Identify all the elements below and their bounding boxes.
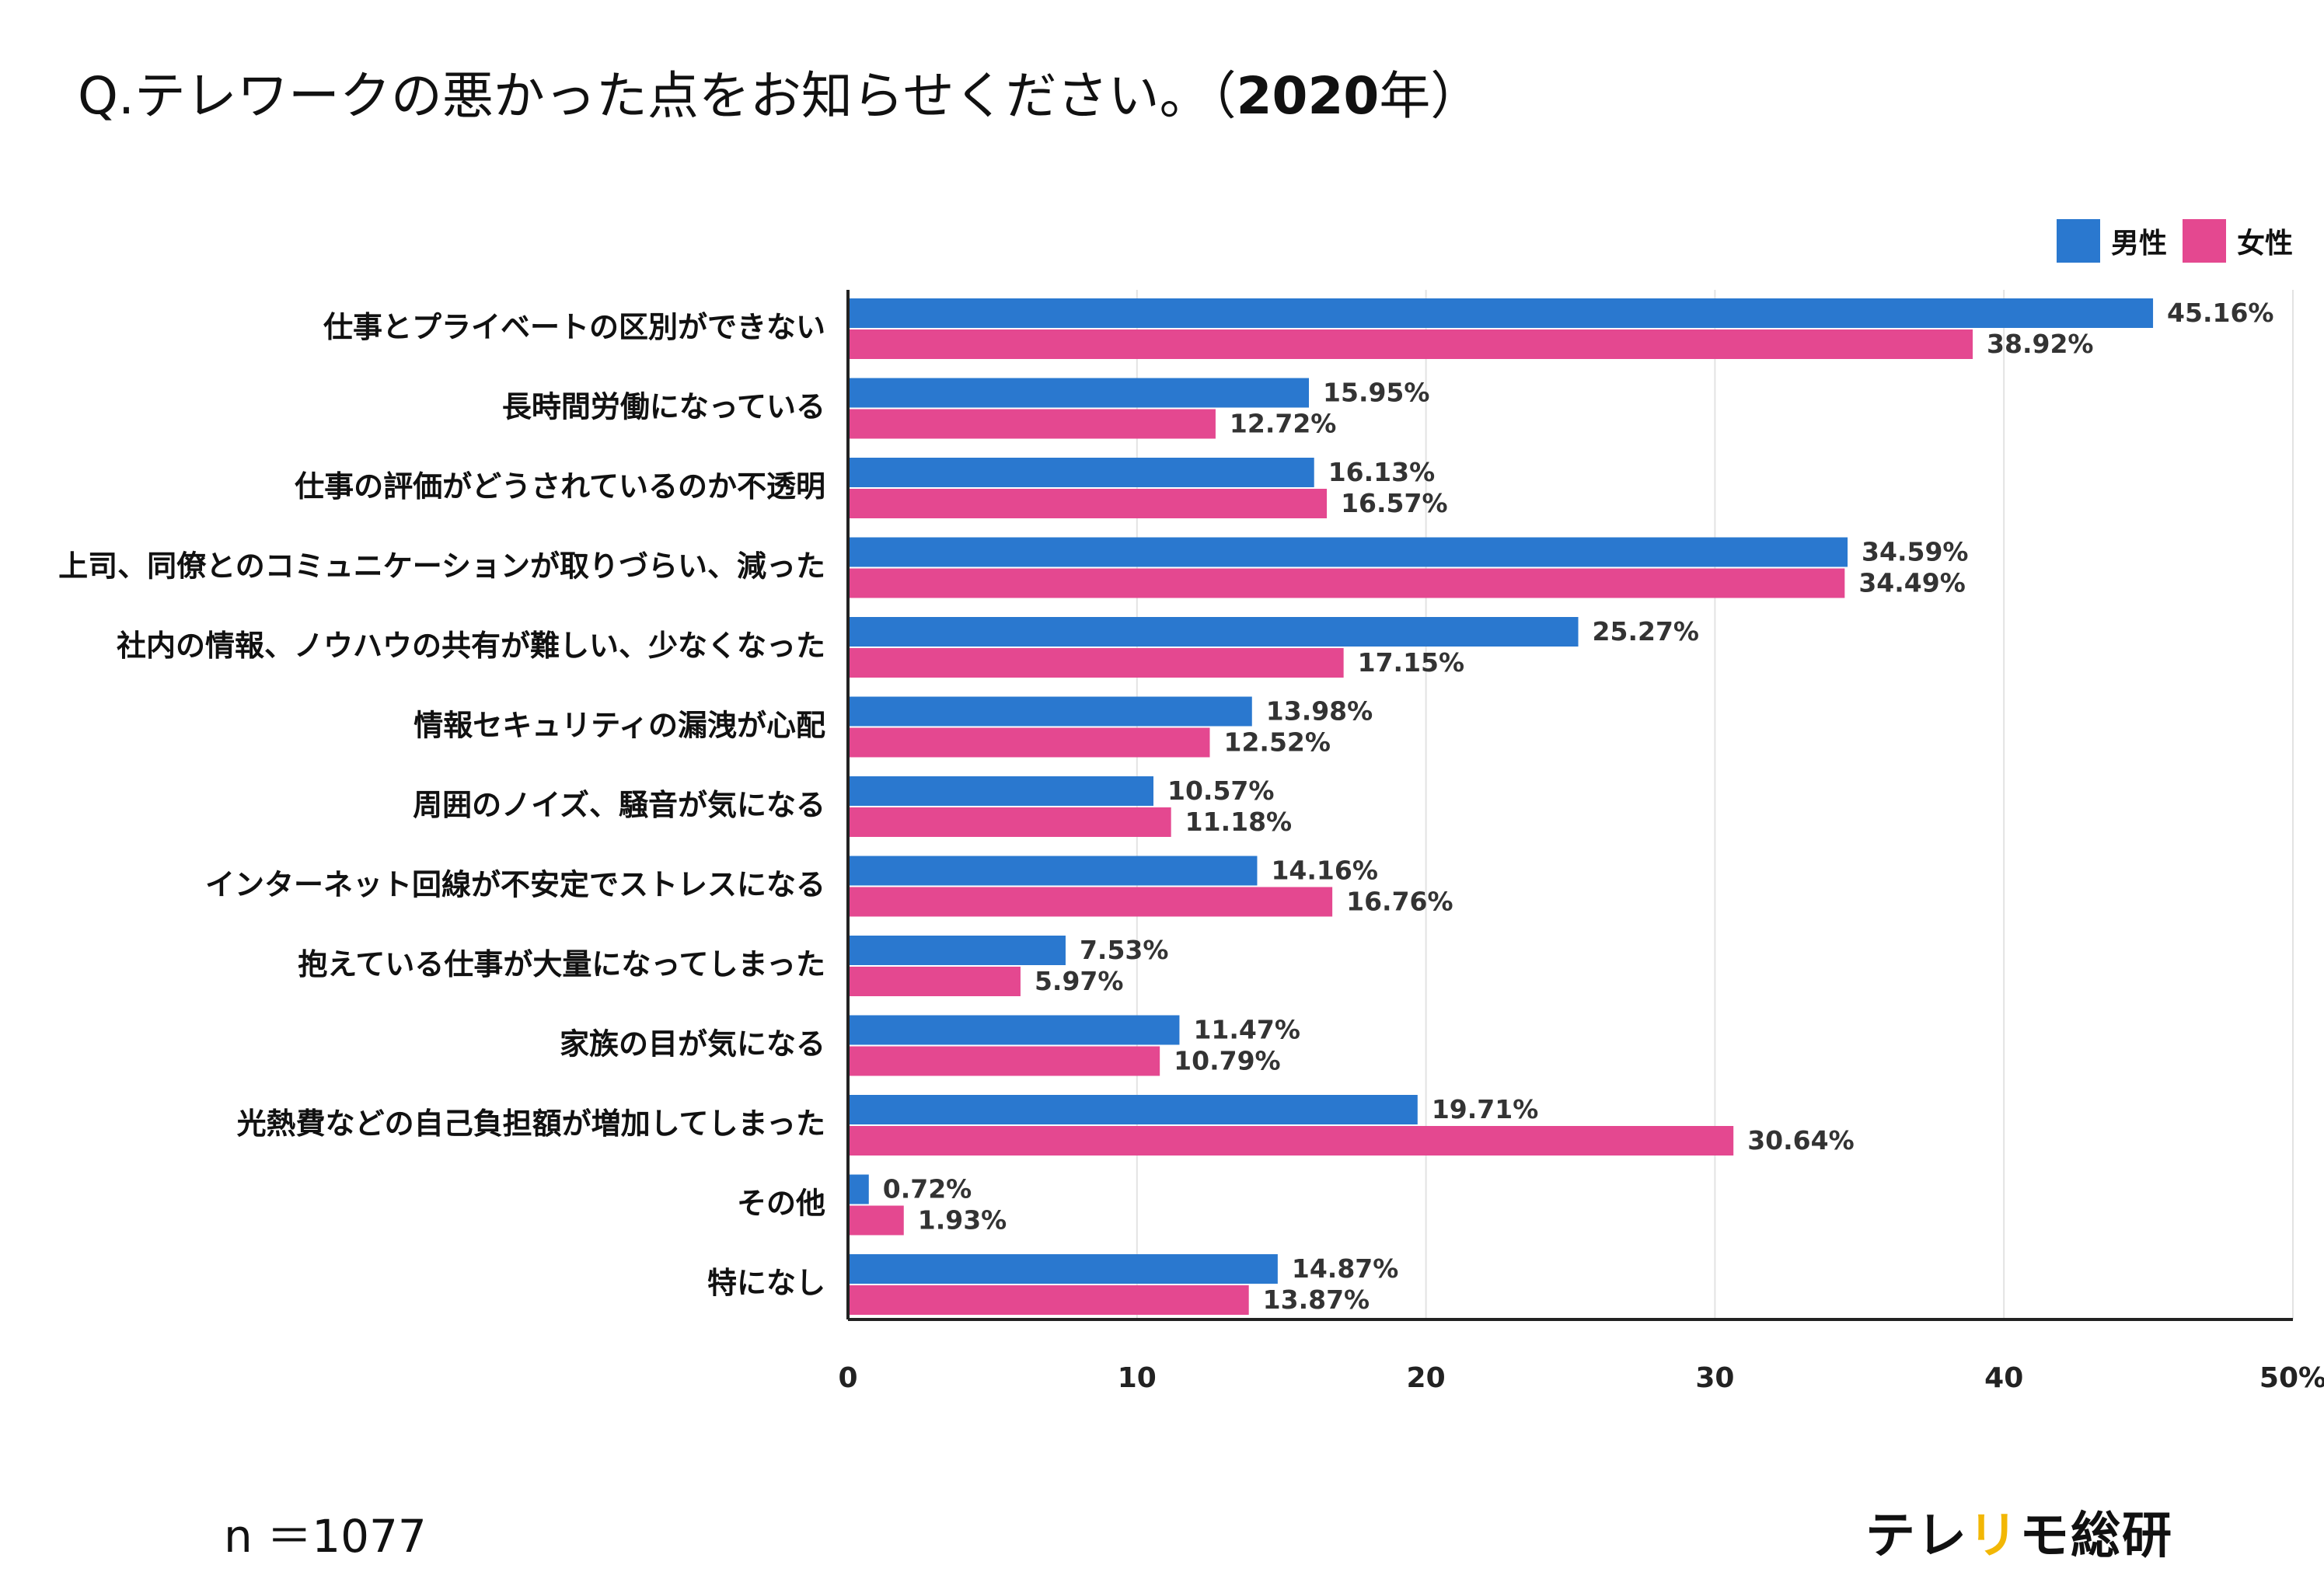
bar-male [850, 298, 2154, 328]
logo-part-1: テレ [1865, 1508, 1968, 1565]
category-label: 周囲のノイズ、騒音が気になる [413, 788, 825, 822]
title-year: 2020 [1236, 66, 1380, 126]
data-label-male: 10.57% [1167, 776, 1274, 806]
bar-female [850, 887, 1333, 917]
bar-male [850, 1095, 1418, 1124]
category-label: 仕事とプライベートの区別ができない [323, 310, 825, 344]
data-label-male: 7.53% [1080, 935, 1169, 965]
data-label-female: 34.49% [1858, 568, 1965, 598]
bar-male [850, 458, 1314, 487]
data-label-female: 11.18% [1185, 807, 1292, 837]
x-tick-label: 0 [838, 1362, 857, 1394]
bar-female [850, 1126, 1734, 1156]
chart-title: Q.テレワークの悪かった点をお知らせください。（2020年） [78, 54, 1481, 129]
category-label: 長時間労働になっている [502, 390, 825, 424]
data-label-male: 45.16% [2167, 298, 2273, 328]
data-label-female: 12.52% [1223, 727, 1330, 758]
category-label: 上司、同僚とのコミュニケーションが取りづらい、減った [58, 549, 825, 584]
data-label-female: 13.87% [1263, 1285, 1370, 1315]
category-label: インターネット回線が不安定でストレスになる [205, 868, 825, 902]
data-label-male: 25.27% [1593, 616, 1699, 647]
x-tick-label: 10 [1118, 1362, 1157, 1394]
data-label-male: 16.13% [1328, 457, 1435, 487]
legend-label-female: 女性 [2236, 228, 2293, 260]
data-label-male: 11.47% [1193, 1015, 1300, 1045]
data-label-male: 34.59% [1862, 537, 1968, 567]
x-tick-label: 40 [1984, 1362, 2023, 1394]
bar-female [850, 1205, 904, 1236]
data-label-male: 15.95% [1323, 378, 1429, 408]
data-label-male: 13.98% [1266, 696, 1373, 727]
bar-female [850, 1285, 1249, 1315]
title-text: Q.テレワークの悪かった点をお知らせください。（ [78, 66, 1237, 126]
legend-swatch-female [2182, 219, 2226, 263]
data-label-female: 17.15% [1358, 647, 1464, 678]
bar-male [850, 1254, 1278, 1284]
bar-female [850, 648, 1344, 678]
bar-male [850, 776, 1153, 806]
brand-logo: テレリモ総研 [1865, 1496, 2173, 1567]
data-label-female: 12.72% [1230, 409, 1336, 439]
legend-label-male: 男性 [2110, 228, 2167, 260]
sample-size: n ＝1077 [224, 1510, 427, 1563]
data-label-male: 14.16% [1271, 856, 1377, 886]
bar-male [850, 617, 1579, 647]
bar-male [850, 537, 1848, 567]
category-label: 抱えている仕事が大量になってしまった [298, 947, 825, 981]
bar-male [850, 1174, 869, 1204]
category-label: その他 [737, 1187, 825, 1221]
data-label-female: 1.93% [918, 1205, 1007, 1236]
x-tick-label: 50% [2259, 1362, 2324, 1394]
legend: 男性 女性 [2056, 219, 2293, 263]
legend-item-male: 男性 [2056, 219, 2167, 263]
bar-female [850, 967, 1021, 996]
bar-female [850, 807, 1171, 837]
data-label-male: 19.71% [1432, 1094, 1538, 1124]
data-label-female: 38.92% [1987, 329, 2093, 359]
bar-male [850, 856, 1258, 886]
x-tick-label: 20 [1407, 1362, 1446, 1394]
data-label-female: 16.76% [1346, 887, 1453, 917]
x-tick-label: 30 [1695, 1362, 1734, 1394]
data-label-female: 5.97% [1035, 966, 1124, 996]
category-label: 特になし [707, 1266, 825, 1300]
data-label-male: 0.72% [883, 1174, 972, 1204]
bar-male [850, 378, 1310, 408]
logo-part-3: モ総研 [2019, 1508, 2173, 1565]
bar-female [850, 489, 1328, 518]
data-label-female: 30.64% [1747, 1125, 1854, 1156]
bar-female [850, 329, 1973, 359]
bar-male [850, 1015, 1180, 1045]
category-label: 情報セキュリティの漏洩が心配 [414, 709, 825, 743]
title-suffix: 年） [1379, 66, 1482, 126]
category-label: 光熱費などの自己負担額が増加してしまった [237, 1107, 825, 1141]
bar-chart: 0 10 20 30 40 50% 仕事とプライベートの区別ができない 45.16% 38.92… [58, 290, 2324, 1394]
legend-swatch-male [2056, 219, 2100, 263]
bar-female [850, 1046, 1160, 1076]
legend-item-female: 女性 [2182, 219, 2293, 263]
data-label-male: 14.87% [1292, 1253, 1398, 1284]
category-label: 社内の情報、ノウハウの共有が難しい、少なくなった [117, 629, 825, 663]
category-label: 家族の目が気になる [560, 1027, 825, 1061]
logo-part-2: リ [1968, 1508, 2019, 1565]
bar-female [850, 409, 1216, 439]
category-label: 仕事の評価がどうされているのか不透明 [295, 469, 825, 504]
bar-female [850, 727, 1210, 758]
bar-female [850, 568, 1845, 598]
data-label-female: 16.57% [1341, 488, 1447, 518]
data-label-female: 10.79% [1174, 1046, 1280, 1076]
bar-male [850, 696, 1252, 727]
bar-male [850, 936, 1066, 965]
